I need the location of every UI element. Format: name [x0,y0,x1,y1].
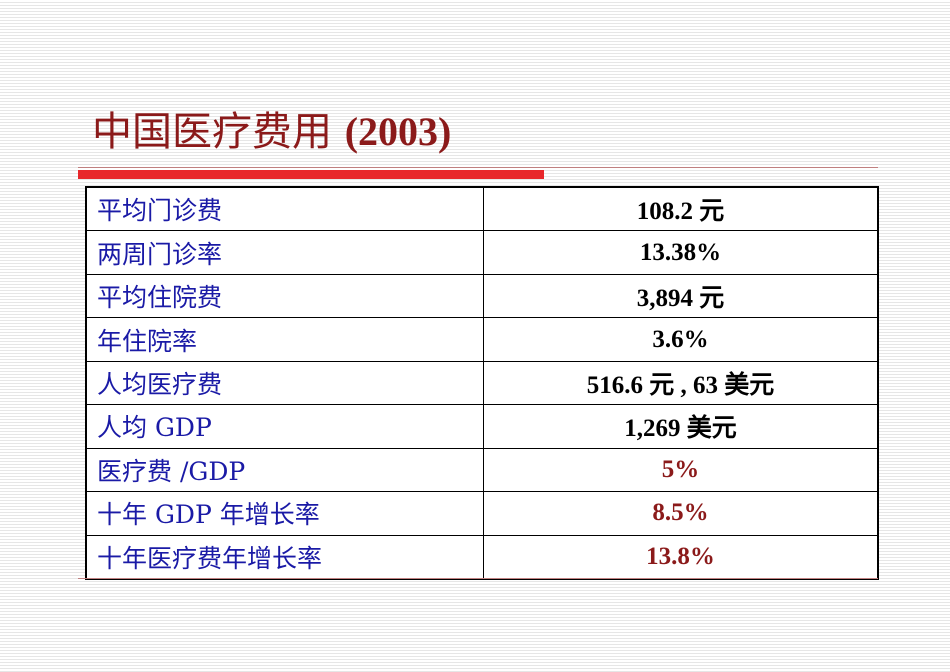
table-row: 平均门诊费 108.2 元 [85,186,879,232]
footer-divider-line [78,578,878,579]
row-value-highlight: 5% [483,447,879,493]
table-row: 医疗费 /GDP 5% [85,447,879,493]
table-row: 人均医疗费 516.6 元 , 63 美元 [85,360,879,406]
table-row: 人均 GDP 1,269 美元 [85,404,879,449]
row-label: 人均医疗费 [85,360,484,406]
row-value: 3.6% [483,317,879,362]
title-accent-bar [78,170,544,179]
row-value: 1,269 美元 [483,404,879,449]
slide-title: 中国医疗费用 (2003) [92,106,451,158]
row-label: 医疗费 /GDP [85,447,484,493]
row-label: 十年医疗费年增长率 [85,534,484,580]
title-year: (2003) [344,109,452,154]
row-value: 3,894 元 [483,273,879,319]
row-label: 人均 GDP [85,404,484,449]
title-text: 中国医疗费用 [92,109,332,155]
row-value: 516.6 元 , 63 美元 [483,360,879,406]
row-label: 平均住院费 [85,273,484,319]
table-row: 十年 GDP 年增长率 8.5% [85,491,879,536]
row-label: 十年 GDP 年增长率 [85,491,484,536]
table-row: 两周门诊率 13.38% [85,230,879,275]
row-label: 平均门诊费 [85,186,484,232]
row-value: 108.2 元 [483,186,879,232]
table-row: 十年医疗费年增长率 13.8% [85,534,879,580]
row-value-highlight: 8.5% [483,491,879,536]
row-value: 13.38% [483,230,879,275]
table-row: 年住院率 3.6% [85,317,879,362]
title-divider-line [78,167,878,168]
healthcare-cost-table: 平均门诊费 108.2 元 两周门诊率 13.38% 平均住院费 3,894 元… [85,186,879,580]
table-row: 平均住院费 3,894 元 [85,273,879,319]
row-label: 两周门诊率 [85,230,484,275]
row-value-highlight: 13.8% [483,534,879,580]
row-label: 年住院率 [85,317,484,362]
